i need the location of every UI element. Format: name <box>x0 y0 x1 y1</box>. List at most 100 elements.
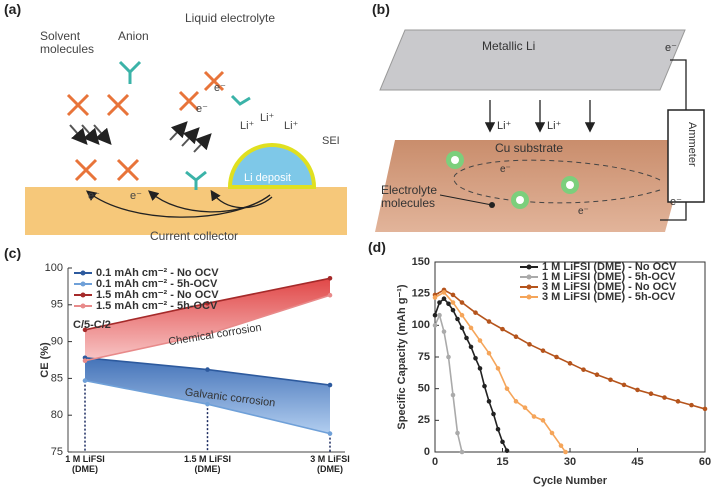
x-tick-label: 15 <box>496 456 508 468</box>
data-point <box>513 399 519 404</box>
data-point <box>648 391 654 397</box>
y-axis-label: CE (%) <box>39 342 51 378</box>
data-point <box>82 378 88 383</box>
legend-marker <box>526 294 532 300</box>
data-point <box>702 406 708 412</box>
legend-marker <box>80 292 86 298</box>
data-point <box>205 401 210 407</box>
data-point <box>441 329 447 334</box>
data-point <box>662 395 667 400</box>
y-tick-label: 150 <box>412 256 430 268</box>
y-tick-label: 25 <box>418 414 430 426</box>
x-tick-label: 60 <box>699 456 711 468</box>
data-point <box>205 367 210 372</box>
data-point <box>635 387 640 393</box>
legend-label: 1.5 mAh cm⁻² - No OCV <box>96 289 219 301</box>
legend-label: 1.5 mAh cm⁻² - 5h-OCV <box>96 300 218 312</box>
data-point <box>531 414 537 419</box>
y-tick-label: 75 <box>51 446 63 458</box>
legend-marker <box>80 303 86 309</box>
panel-label: (b) <box>372 1 390 17</box>
legend-label: 3 M LiFSI (DME) - 5h-OCV <box>542 291 676 303</box>
legend-label: 0.1 mAh cm⁻² - No OCV <box>96 267 219 279</box>
data-point <box>473 310 478 315</box>
band <box>85 357 330 434</box>
legend-label: 1 M LiFSI (DME) - No OCV <box>542 261 677 273</box>
data-point <box>621 382 627 388</box>
data-point <box>468 344 474 350</box>
data-point <box>495 366 501 371</box>
diagram-label: Li⁺ <box>284 120 299 132</box>
data-point <box>581 367 586 372</box>
legend-marker <box>80 270 86 276</box>
data-point <box>455 430 460 436</box>
data-point <box>608 377 613 383</box>
data-point <box>446 354 451 360</box>
y-tick-label: 125 <box>412 288 430 300</box>
data-point <box>491 411 496 417</box>
data-point <box>477 338 483 343</box>
legend-label: 3 M LiFSI (DME) - No OCV <box>542 281 677 293</box>
data-point <box>486 350 492 356</box>
x-tick-label: 45 <box>631 456 643 468</box>
diagram-label: e⁻ <box>214 82 226 94</box>
diagram-label: Electrolyte molecules <box>381 183 438 211</box>
band <box>85 278 330 361</box>
data-point <box>327 292 333 298</box>
data-point <box>522 405 528 410</box>
data-point <box>689 402 694 408</box>
data-point <box>446 301 451 307</box>
data-point <box>513 334 519 340</box>
diagram-label: Anion <box>118 29 149 43</box>
diagram-label: Li⁺ <box>240 120 255 132</box>
data-point <box>82 358 88 364</box>
x-tick-label: 1 M LiFSI (DME) <box>65 454 105 474</box>
data-point <box>450 300 456 305</box>
diagram-label: Liquid electrolyte <box>185 11 276 25</box>
y-tick-label: 90 <box>51 336 63 348</box>
y-tick-label: 100 <box>412 319 430 331</box>
series-line <box>434 288 706 410</box>
data-point <box>549 430 555 436</box>
data-point <box>558 443 564 448</box>
diagram-label: Metallic Li <box>482 39 536 53</box>
legend-marker <box>526 274 532 280</box>
data-point <box>327 431 333 436</box>
data-point <box>441 296 447 302</box>
data-point <box>327 276 333 281</box>
y-tick-label: 75 <box>418 351 430 363</box>
legend-marker <box>526 284 532 290</box>
y-axis-label: Specific Capacity (mAh g⁻¹) <box>396 284 408 430</box>
y-tick-label: 85 <box>51 372 63 384</box>
x-tick-label: 1.5 M LiFSI (DME) <box>183 454 231 474</box>
data-point <box>432 295 438 300</box>
data-point <box>205 301 210 306</box>
data-point <box>437 312 442 318</box>
panel-label: (c) <box>4 245 22 261</box>
panel-b-art <box>375 29 705 232</box>
diagram-label: e⁻ <box>88 190 100 202</box>
data-point <box>455 316 460 322</box>
data-point <box>495 426 501 432</box>
y-tick-label: 100 <box>45 262 63 274</box>
data-point <box>486 319 492 324</box>
data-point <box>464 335 469 341</box>
diagram-label: Li⁺ <box>260 112 275 124</box>
data-point <box>594 372 600 378</box>
panel-a-art <box>25 60 347 235</box>
data-point <box>482 383 487 389</box>
data-point <box>437 300 442 305</box>
x-tick-label: 0 <box>432 456 438 468</box>
diagram-label: e⁻ <box>665 42 677 54</box>
y-tick-label: 50 <box>418 383 430 395</box>
diagram-label: e⁻ <box>500 164 511 175</box>
diagram-label: SEI <box>322 135 340 147</box>
diagram-label: Cu substrate <box>495 141 564 155</box>
diagram-label: Li⁺ <box>497 120 512 132</box>
data-point <box>500 439 505 445</box>
data-point <box>468 325 474 331</box>
data-point <box>205 331 210 337</box>
data-point <box>459 325 465 331</box>
panel-label: (a) <box>4 1 22 17</box>
